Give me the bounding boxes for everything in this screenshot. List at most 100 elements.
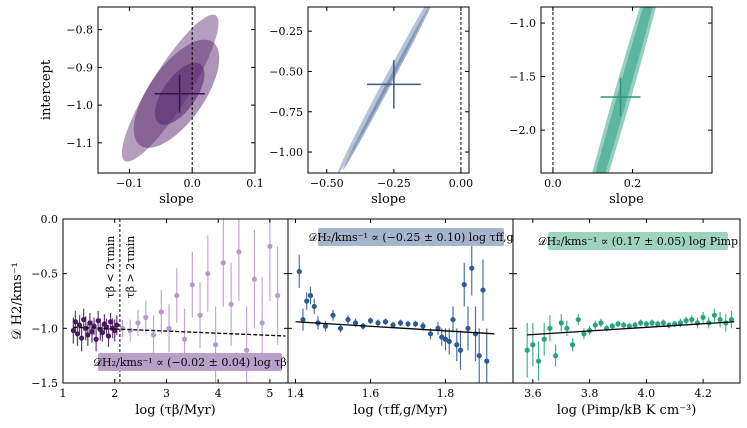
- data-point: [119, 325, 126, 331]
- data-point: [450, 316, 456, 323]
- data-point: [541, 336, 547, 342]
- data-point: [197, 312, 203, 318]
- y-tick-label: −0.75: [269, 106, 303, 119]
- y-tick-label: −1.0: [66, 99, 93, 112]
- y-tick-label: −0.9: [66, 61, 93, 74]
- data-point: [569, 342, 576, 348]
- data-point: [420, 323, 426, 329]
- data-point: [296, 268, 302, 275]
- y-tick-label: −1.0: [509, 17, 536, 30]
- data-point: [95, 318, 101, 324]
- data-point: [352, 320, 359, 326]
- data-point: [592, 322, 598, 328]
- data-point: [535, 358, 542, 364]
- data-point: [330, 312, 336, 318]
- data-point: [189, 282, 195, 288]
- y-axis-label: 𝒟 H2/kms⁻¹: [10, 262, 25, 339]
- data-point: [700, 314, 706, 320]
- y-tick-label: −1.5: [31, 377, 58, 390]
- data-point: [244, 347, 250, 353]
- data-point: [135, 320, 141, 326]
- x-axis-label: log (τβ/Myr): [135, 403, 216, 418]
- data-point: [397, 320, 404, 326]
- data-point: [666, 322, 672, 328]
- x-tick-label: 1.4: [287, 387, 305, 400]
- data-point: [150, 332, 157, 338]
- panel-top-1: −0.1 0.0 0.1 −0.8 −0.9 −1.0 −1.1 slope intercept: [39, 6, 264, 207]
- data-point: [564, 325, 570, 331]
- data-point: [446, 338, 452, 345]
- y-tick-label: −0.5: [31, 268, 58, 281]
- x-tick-label: 5: [266, 387, 273, 400]
- x-tick-label: −0.25: [377, 177, 411, 190]
- data-point: [259, 320, 265, 326]
- y-tick-label: −1.00: [269, 146, 303, 159]
- x-tick-label: 0.2: [624, 177, 642, 190]
- data-point: [524, 347, 530, 353]
- x-axis-label: slope: [609, 192, 644, 207]
- data-point: [158, 309, 164, 315]
- data-point: [127, 327, 133, 334]
- data-point: [711, 312, 718, 318]
- data-point: [427, 331, 434, 337]
- data-point: [212, 342, 219, 348]
- data-point: [412, 321, 419, 327]
- data-point: [74, 331, 81, 337]
- x-tick-label: 4.0: [638, 387, 656, 400]
- data-point: [228, 301, 234, 307]
- data-point: [677, 320, 684, 326]
- data-point: [81, 316, 87, 323]
- data-point: [615, 321, 621, 327]
- axes-frame: [512, 218, 741, 384]
- data-point: [143, 314, 149, 320]
- data-point: [236, 249, 242, 255]
- data-point: [322, 323, 329, 329]
- fit-label-box: [318, 228, 504, 246]
- panel-bottom-1: 1 2 3 4 5 0.0 −0.5 −1.0 −1.5 log (τβ/Myr) 𝒟 H2/kms…: [10, 213, 289, 418]
- contour-1: [569, 7, 676, 173]
- plot-area: [121, 7, 220, 173]
- data-point: [581, 331, 587, 337]
- panel-bottom-2: 1.4 1.6 1.8 log (τff,g/Myr) 𝒟H₂/kms⁻¹ ∝ (−0.…: [287, 218, 514, 418]
- data-point: [626, 323, 632, 329]
- data-point: [267, 243, 273, 249]
- data-point: [439, 334, 445, 340]
- x-tick-label: −0.1: [116, 177, 143, 190]
- data-point: [205, 271, 211, 277]
- fit-label-box: [98, 353, 282, 371]
- data-point: [649, 320, 655, 326]
- data-point: [251, 276, 257, 282]
- data-point: [93, 336, 99, 342]
- data-point: [220, 260, 226, 266]
- data-point: [469, 265, 475, 271]
- data-point: [683, 318, 689, 324]
- plot-area: [552, 7, 678, 173]
- data-point: [311, 303, 317, 310]
- annotation-left: τβ < 2τmin: [104, 236, 117, 299]
- data-point: [85, 332, 91, 338]
- x-tick-label: 0.00: [449, 177, 474, 190]
- panel-top-2: −0.50 −0.25 0.00 −0.25 −0.50 −0.75 −1.00 slope: [269, 6, 474, 207]
- fit-label-box: [548, 232, 728, 250]
- data-point: [105, 333, 112, 339]
- axes-frame: [307, 6, 470, 174]
- x-tick-label: 4: [215, 387, 222, 400]
- fit-label: 𝒟H₂/kms⁻¹ ∝ (0.17 ± 0.05) log Pimp: [538, 235, 738, 248]
- data-point: [337, 325, 344, 331]
- data-point: [72, 319, 79, 325]
- data-point: [300, 316, 306, 323]
- data-point: [643, 321, 649, 327]
- data-point: [547, 325, 553, 331]
- data-point: [435, 325, 441, 331]
- data-point: [70, 327, 76, 334]
- x-tick-label: 3.8: [581, 387, 599, 400]
- data-point: [405, 321, 411, 327]
- x-tick-label: 3.6: [524, 387, 542, 400]
- data-point: [382, 319, 389, 325]
- y-tick-label: −0.8: [66, 24, 93, 37]
- data-point: [461, 282, 467, 288]
- x-axis-label: log (Pimp/kB K cm⁻³): [557, 403, 697, 418]
- axes-frame: [97, 6, 256, 174]
- x-tick-label: 0.1: [246, 177, 264, 190]
